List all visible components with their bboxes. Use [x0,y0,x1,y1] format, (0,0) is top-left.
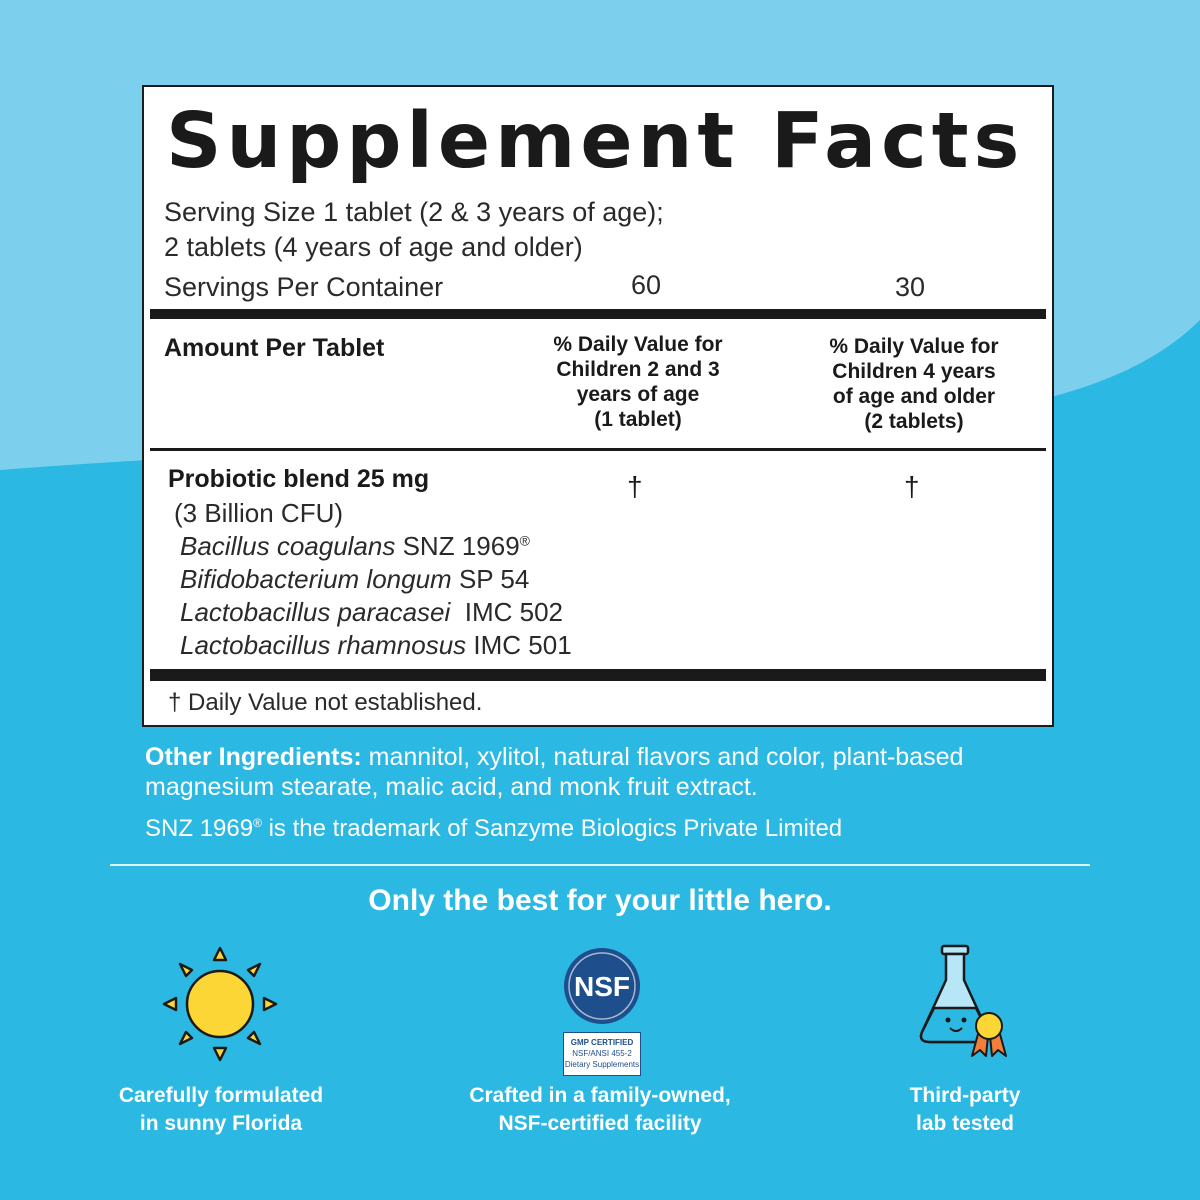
nsf-logo: NSF [564,948,640,1024]
section-divider [110,864,1090,866]
strain-4: Lactobacillus rhamnosus IMC 501 [180,630,572,660]
servings-per-container-label: Servings Per Container [164,272,444,302]
strain-1: Bacillus coagulans SNZ 1969® [180,531,530,561]
probiotic-blend-name: Probiotic blend 25 mg [168,465,430,493]
dv-dagger-col2: † [904,471,920,502]
trademark-note: SNZ 1969® is the trademark of Sanzyme Bi… [145,815,843,842]
nsf-logo-text: NSF [574,971,630,1002]
dv-dagger-col1: † [627,471,643,502]
strain-2: Bifidobacterium longum SP 54 [180,564,530,594]
other-ingredients-label: Other Ingredients: [145,743,362,771]
sun-icon [162,946,278,1062]
thick-divider-bottom [150,669,1046,681]
panel-title: Supplement Facts [166,97,1025,186]
thick-divider-top [150,309,1046,319]
supplement-facts-panel: Supplement Facts Serving Size 1 tablet (… [142,85,1054,727]
probiotic-blend-cfu: (3 Billion CFU) [174,498,344,528]
feature-label-florida: Carefully formulated in sunny Florida [118,1084,324,1135]
column-header-children-2-3: % Daily Value for Children 2 and 3 years… [553,333,723,431]
amount-per-tablet-header: Amount Per Tablet [164,334,385,362]
servings-col2-value: 30 [895,272,926,302]
serving-size-line-1: Serving Size 1 tablet (2 & 3 years of ag… [164,197,664,227]
nsf-icon: NSF GMP CERTIFIED NSF/ANSI 455-2 Dietary… [553,946,651,1081]
feature-label-nsf: Crafted in a family-owned, NSF-certified… [469,1084,731,1135]
nsf-cert-box: GMP CERTIFIED NSF/ANSI 455-2 Dietary Sup… [563,1032,641,1076]
footnote: † Daily Value not established. [168,689,483,716]
other-ingredients: Other Ingredients: mannitol, xylitol, na… [145,743,964,801]
column-header-children-4-plus: % Daily Value for Children 4 years of ag… [829,335,999,433]
serving-size-line-2: 2 tablets (4 years of age and older) [164,232,583,262]
thin-divider [150,448,1046,451]
feature-label-lab-tested: Third-party lab tested [909,1084,1021,1135]
flask-icon [919,944,1007,1057]
tagline: Only the best for your little hero. [368,884,832,917]
strain-3: Lactobacillus paracasei IMC 502 [180,597,564,627]
servings-col1-value: 60 [631,270,662,300]
